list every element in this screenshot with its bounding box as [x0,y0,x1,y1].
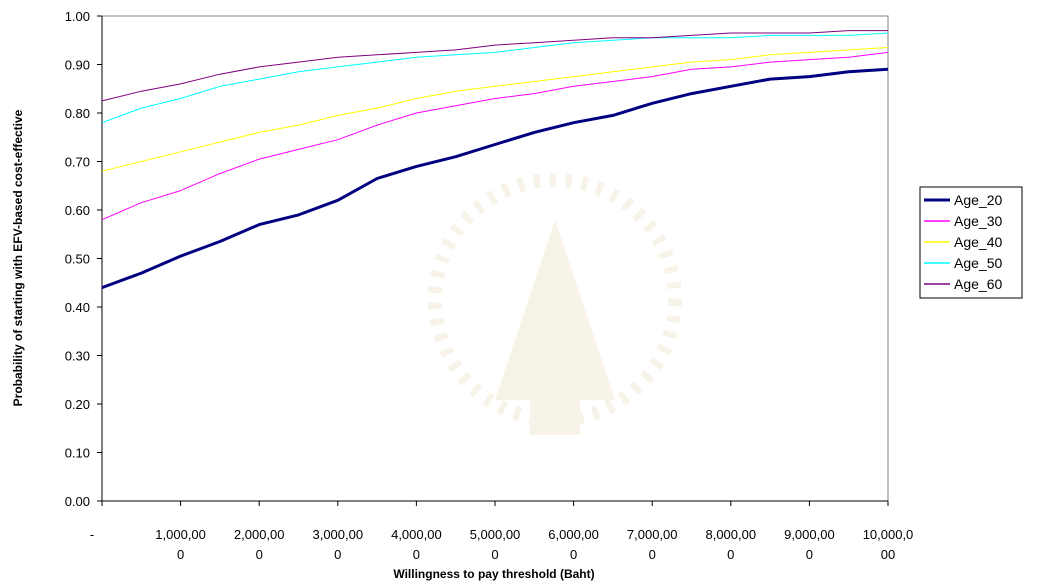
y-tick-label: 0.80 [65,106,90,121]
y-tick-label: 0.60 [65,203,90,218]
x-tick-label: - [90,527,94,542]
x-tick-label: 9,000,00 0 [784,527,835,562]
legend-label: Age_50 [954,255,1002,271]
x-tick-label: 3,000,00 0 [312,527,363,562]
x-tick-label: 7,000,00 0 [627,527,678,562]
legend-label: Age_40 [954,234,1002,250]
legend-label: Age_60 [954,276,1002,292]
y-tick-label: 0.90 [65,58,90,73]
y-tick-label: 0.30 [65,349,90,364]
y-tick-label: 0.40 [65,300,90,315]
y-tick-label: 0.20 [65,397,90,412]
y-tick-label: 0.10 [65,446,90,461]
y-tick-label: 0.50 [65,252,90,267]
series-line-age-60 [101,30,888,102]
x-tick-label: 8,000,00 0 [705,527,756,562]
series-line-age-50 [101,32,889,124]
legend: Age_20 Age_30 Age_40 Age_50 Age_60 [919,186,1023,299]
x-axis-title: Willingness to pay threshold (Baht) [393,567,594,581]
x-tick-label: 5,000,00 0 [470,527,521,562]
x-tick-label: 6,000,00 0 [548,527,599,562]
legend-label: Age_30 [954,213,1002,229]
y-tick-label: 0.00 [65,494,90,509]
series-line-age-40 [101,47,889,172]
series-line-age-20 [101,67,889,290]
y-axis-title: Probability of starting with EFV-based c… [11,109,25,406]
x-tick-label: 2,000,00 0 [234,527,285,562]
x-tick-label: 4,000,00 0 [391,527,442,562]
series-line-age-30 [101,51,889,221]
university-emblem-watermark [428,173,682,435]
x-tick-label: 10,000,0 00 [863,527,914,562]
legend-label: Age_20 [954,192,1002,208]
y-tick-label: 1.00 [65,9,90,24]
plot-area [101,15,889,502]
x-tick-label: 1,000,00 0 [155,527,206,562]
y-tick-label: 0.70 [65,155,90,170]
